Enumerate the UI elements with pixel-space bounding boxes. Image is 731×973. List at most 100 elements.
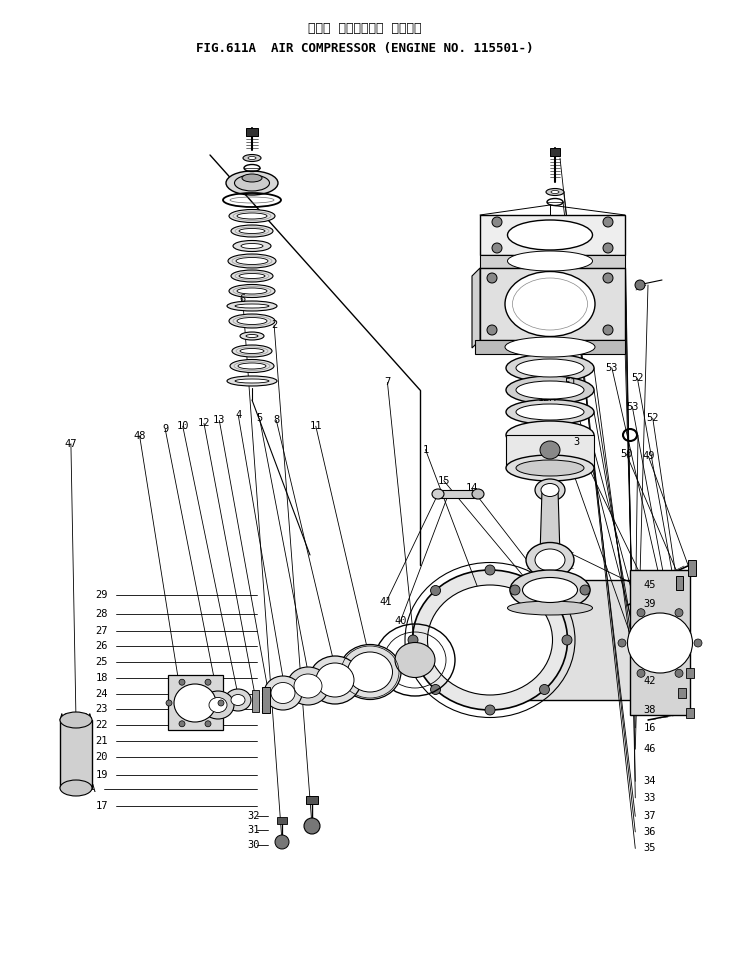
Circle shape: [603, 273, 613, 283]
Circle shape: [635, 280, 645, 290]
Circle shape: [618, 639, 626, 647]
Text: 23: 23: [96, 704, 108, 714]
Text: 42: 42: [643, 676, 656, 686]
Circle shape: [675, 609, 683, 617]
Text: 1: 1: [423, 445, 428, 454]
Circle shape: [487, 325, 497, 335]
Polygon shape: [475, 340, 625, 354]
Text: 13: 13: [213, 415, 226, 425]
Ellipse shape: [227, 301, 277, 311]
Circle shape: [603, 325, 613, 335]
Text: 11: 11: [309, 421, 322, 431]
Ellipse shape: [230, 359, 274, 373]
Text: 38: 38: [643, 705, 656, 715]
Circle shape: [492, 217, 502, 227]
Ellipse shape: [174, 684, 216, 722]
Bar: [252, 690, 259, 712]
Ellipse shape: [236, 258, 268, 265]
Ellipse shape: [510, 570, 590, 610]
Bar: [686, 708, 694, 718]
Text: 53: 53: [626, 402, 639, 412]
Ellipse shape: [235, 175, 270, 191]
Text: 48: 48: [133, 431, 146, 441]
Ellipse shape: [516, 404, 584, 420]
Polygon shape: [506, 435, 594, 468]
Circle shape: [179, 679, 185, 685]
Text: 10: 10: [176, 421, 189, 431]
Ellipse shape: [507, 251, 593, 271]
Text: 41: 41: [643, 616, 656, 626]
Ellipse shape: [229, 314, 275, 328]
Text: 30: 30: [247, 840, 260, 849]
Ellipse shape: [242, 174, 262, 182]
Ellipse shape: [627, 613, 692, 673]
Text: エアー  コンプレッサ  適用号機: エアー コンプレッサ 適用号機: [308, 22, 422, 35]
Ellipse shape: [506, 400, 594, 424]
Circle shape: [485, 565, 495, 575]
Ellipse shape: [309, 656, 361, 704]
Ellipse shape: [246, 335, 258, 338]
Ellipse shape: [551, 191, 559, 194]
Ellipse shape: [516, 460, 584, 476]
Circle shape: [408, 635, 418, 645]
Text: 17: 17: [96, 801, 108, 811]
Ellipse shape: [316, 663, 354, 697]
Text: 3: 3: [573, 437, 579, 447]
Ellipse shape: [209, 698, 227, 712]
Ellipse shape: [535, 479, 565, 501]
Circle shape: [304, 818, 320, 834]
Ellipse shape: [241, 243, 263, 248]
Polygon shape: [472, 268, 480, 348]
Text: 31: 31: [247, 825, 260, 835]
Text: 52: 52: [646, 414, 659, 423]
Ellipse shape: [523, 578, 577, 602]
Ellipse shape: [225, 689, 251, 711]
Circle shape: [539, 586, 550, 595]
Polygon shape: [480, 255, 625, 268]
Ellipse shape: [228, 254, 276, 268]
Bar: [306, 796, 318, 804]
Text: 40: 40: [394, 616, 407, 626]
Ellipse shape: [202, 691, 234, 719]
Ellipse shape: [232, 345, 272, 357]
Circle shape: [205, 721, 211, 727]
Circle shape: [487, 273, 497, 283]
Polygon shape: [540, 490, 560, 555]
Text: 26: 26: [96, 641, 108, 651]
Circle shape: [431, 684, 441, 695]
Bar: [246, 128, 258, 136]
Ellipse shape: [535, 549, 565, 571]
Text: 29: 29: [96, 590, 108, 599]
Ellipse shape: [506, 455, 594, 481]
Ellipse shape: [229, 284, 275, 298]
Bar: [60, 720, 92, 788]
Circle shape: [562, 635, 572, 645]
Ellipse shape: [339, 644, 401, 700]
Circle shape: [492, 243, 502, 253]
Text: 28: 28: [96, 609, 108, 619]
Polygon shape: [480, 268, 625, 340]
Text: 20: 20: [96, 752, 108, 762]
Ellipse shape: [227, 376, 277, 386]
Text: 49: 49: [642, 451, 655, 461]
Ellipse shape: [506, 421, 594, 449]
Text: 37: 37: [643, 811, 656, 821]
Bar: [550, 148, 560, 156]
Ellipse shape: [231, 270, 273, 282]
Ellipse shape: [229, 209, 275, 223]
Circle shape: [603, 217, 613, 227]
Text: 18: 18: [96, 673, 108, 683]
Text: 53: 53: [605, 363, 618, 373]
Text: 24: 24: [96, 689, 108, 699]
Ellipse shape: [472, 489, 484, 499]
Text: 33: 33: [643, 793, 656, 803]
Ellipse shape: [505, 271, 595, 337]
Ellipse shape: [271, 682, 295, 703]
Ellipse shape: [516, 359, 584, 377]
Ellipse shape: [507, 601, 593, 615]
Ellipse shape: [432, 489, 444, 499]
Ellipse shape: [239, 273, 265, 278]
Text: 4: 4: [235, 411, 241, 420]
Text: 19: 19: [96, 770, 108, 779]
Text: 15: 15: [437, 476, 450, 486]
